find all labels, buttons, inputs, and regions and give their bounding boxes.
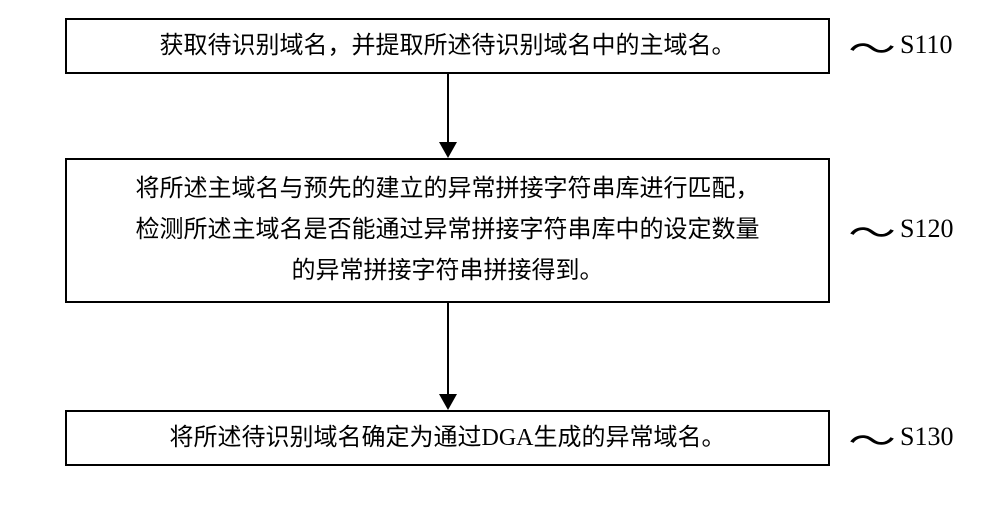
step-text-3: 将所述待识别域名确定为通过DGA生成的异常域名。: [170, 418, 726, 459]
arrow-2-line: [447, 303, 449, 394]
step-label-3: S130: [900, 422, 953, 452]
connector-tilde-1: 〜: [848, 22, 896, 71]
step-label-1: S110: [900, 30, 953, 60]
step-label-2: S120: [900, 214, 953, 244]
arrow-1-head: [439, 142, 457, 158]
step-box-3: 将所述待识别域名确定为通过DGA生成的异常域名。: [65, 410, 830, 466]
step-text-1: 获取待识别域名，并提取所述待识别域名中的主域名。: [160, 26, 736, 67]
arrow-2-head: [439, 394, 457, 410]
step-box-1: 获取待识别域名，并提取所述待识别域名中的主域名。: [65, 18, 830, 74]
arrow-1-line: [447, 74, 449, 142]
step-box-2: 将所述主域名与预先的建立的异常拼接字符串库进行匹配， 检测所述主域名是否能通过异…: [65, 158, 830, 303]
step-text-2: 将所述主域名与预先的建立的异常拼接字符串库进行匹配， 检测所述主域名是否能通过异…: [136, 169, 760, 291]
connector-tilde-2: 〜: [848, 206, 896, 255]
flowchart-canvas: 获取待识别域名，并提取所述待识别域名中的主域名。 〜 S110 将所述主域名与预…: [0, 0, 1000, 524]
connector-tilde-3: 〜: [848, 414, 896, 463]
